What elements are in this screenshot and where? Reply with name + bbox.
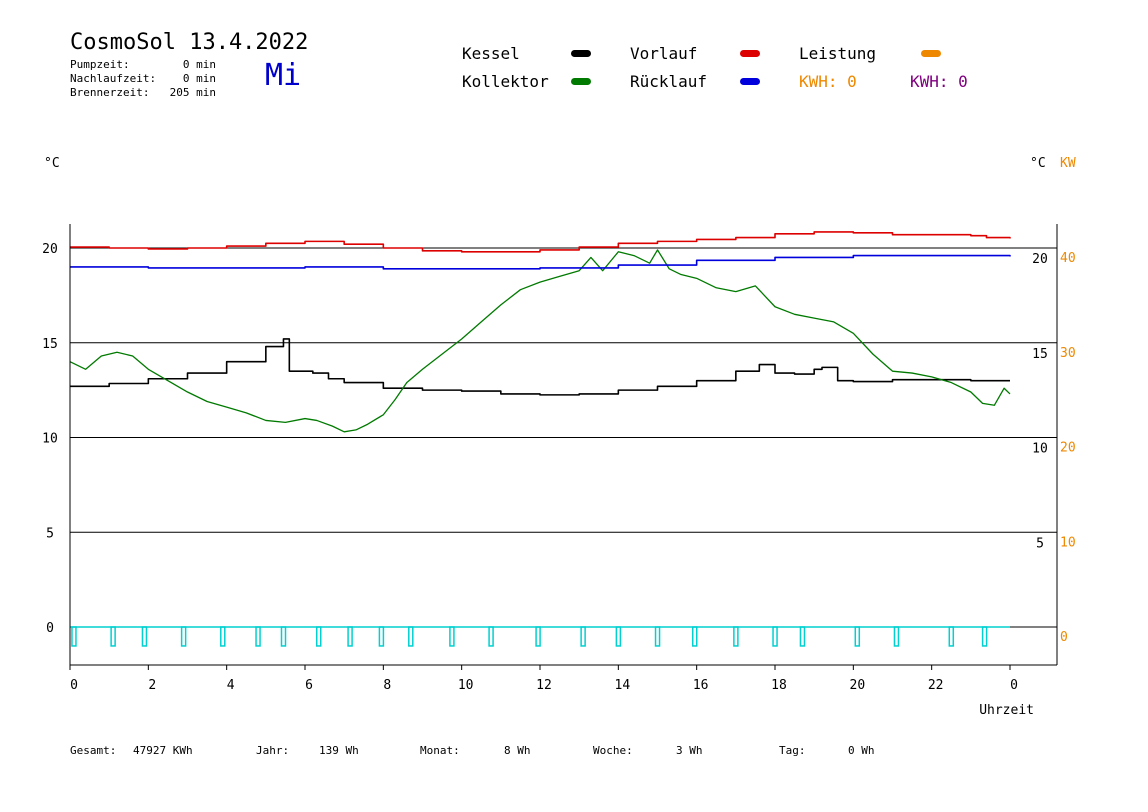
total-tag-value: 0 Wh — [848, 744, 875, 757]
series-line-kessel — [70, 338, 1010, 396]
pump-pulse — [220, 626, 226, 647]
x-axis-title: Uhrzeit — [979, 703, 1034, 718]
pump-pulse — [488, 626, 494, 647]
pump-pulse — [615, 626, 622, 647]
chart-grid — [70, 247, 1057, 628]
pump-pulse — [654, 626, 661, 647]
stat-pumpzeit-label: Pumpzeit: — [70, 58, 130, 71]
x-tick-label: 4 — [227, 678, 235, 693]
y-left-tick-label: 0 — [46, 621, 54, 636]
series-line-vorlauf — [70, 231, 1011, 253]
pump-pulse — [799, 626, 806, 647]
stat-nachlaufzeit-value: 0 min — [182, 72, 216, 85]
total-tag-label: Tag: — [779, 744, 806, 757]
y-right2-tick-label: 20 — [1060, 441, 1076, 456]
x-tick-label: 20 — [850, 678, 866, 693]
chart-labels: 0 2 4 6 8 10 12 14 16 18 20 22 0 Uhrzeit 20 15 10 5 0 °C 20 1… — [42, 156, 1076, 718]
y-right2-tick-label: 10 — [1060, 535, 1076, 550]
pump-pulse — [893, 626, 900, 647]
stat-pumpzeit-value: 0 min — [182, 58, 216, 71]
stat-brennerzeit-label: Brennerzeit: — [70, 86, 150, 99]
y-right-tick-label: 10 — [1032, 442, 1048, 457]
y-right2-tick-label: 30 — [1060, 346, 1076, 361]
pump-pulse — [580, 626, 586, 647]
stat-brennerzeit-value: 205 min — [169, 86, 216, 99]
y-right2-tick-label: 0 — [1060, 630, 1068, 645]
y-left-tick-label: 20 — [42, 242, 58, 257]
pump-pulse — [981, 626, 988, 647]
y-right-tick-label: 5 — [1036, 536, 1044, 551]
total-gesamt-label: Gesamt: — [70, 744, 117, 757]
legend-kwh-orange: KWH: 0 — [799, 72, 857, 91]
pump-pulse — [316, 626, 322, 647]
total-gesamt-value: 47927 KWh — [133, 744, 193, 757]
pump-pulse — [692, 626, 698, 647]
x-tick-label: 0 — [70, 678, 78, 693]
pump-pulse — [449, 626, 455, 647]
y-left-tick-label: 10 — [42, 432, 58, 447]
pump-pulse — [180, 626, 187, 647]
y-right-tick-label: 20 — [1032, 252, 1048, 267]
pump-pulse — [141, 626, 148, 647]
legend-kwh-purple: KWH: 0 — [910, 72, 968, 91]
stat-nachlaufzeit-label: Nachlaufzeit: — [70, 72, 157, 85]
total-woche-value: 3 Wh — [676, 744, 703, 757]
legend-kessel-swatch — [571, 50, 591, 57]
chart-axes — [69, 224, 1058, 670]
legend-kollektor-label: Kollektor — [462, 72, 549, 91]
pump-pulse — [110, 626, 116, 647]
y-right-tick-label: 15 — [1032, 347, 1048, 362]
total-woche-label: Woche: — [593, 744, 633, 757]
pump-pulse — [347, 626, 353, 647]
y-left-tick-label: 5 — [46, 526, 54, 541]
pump-pulses — [70, 626, 1010, 647]
pump-pulse — [948, 626, 955, 647]
x-tick-label: 16 — [693, 678, 709, 693]
pump-pulse — [280, 626, 287, 647]
pump-pulse — [408, 626, 414, 647]
x-tick-label: 22 — [928, 678, 944, 693]
pump-pulse — [255, 626, 261, 647]
legend-leistung-swatch — [921, 50, 941, 57]
series-line-kollektor — [69, 249, 1011, 433]
x-tick-label: 0 — [1010, 678, 1018, 693]
pump-pulse — [733, 626, 739, 647]
x-tick-label: 2 — [148, 678, 156, 693]
pump-pulse — [378, 626, 385, 647]
chart-title: CosmoSol 13.4.2022 — [70, 30, 309, 55]
y-left-tick-label: 15 — [42, 337, 58, 352]
y-left-axis-title: °C — [44, 156, 60, 171]
pump-pulse — [854, 626, 861, 647]
weekday-label: Mi — [265, 58, 302, 93]
legend-kessel-label: Kessel — [462, 44, 520, 63]
total-monat-label: Monat: — [420, 744, 460, 757]
total-monat-value: 8 Wh — [504, 744, 531, 757]
legend-leistung-label: Leistung — [799, 44, 877, 63]
legend-vorlauf-swatch — [740, 50, 760, 57]
y-right2-tick-label: 40 — [1060, 251, 1076, 266]
pump-pulse — [772, 626, 778, 647]
legend-vorlauf-label: Vorlauf — [630, 44, 698, 63]
x-tick-label: 14 — [615, 678, 631, 693]
x-tick-label: 12 — [536, 678, 552, 693]
legend-ruecklauf-label: Rücklauf — [630, 72, 708, 91]
x-tick-label: 10 — [458, 678, 474, 693]
pump-pulse — [535, 626, 541, 647]
y-right-axis-title: °C — [1030, 156, 1046, 171]
series-line-rücklauf — [70, 254, 1011, 270]
legend-ruecklauf-swatch — [740, 78, 760, 85]
chart-series — [69, 231, 1011, 433]
x-tick-label: 6 — [305, 678, 313, 693]
total-jahr-label: Jahr: — [256, 744, 290, 757]
legend-kollektor-swatch — [571, 78, 591, 85]
x-tick-label: 18 — [771, 678, 787, 693]
x-tick-label: 8 — [383, 678, 391, 693]
pump-pulse — [71, 626, 77, 647]
y-right2-axis-title: KW — [1060, 156, 1076, 171]
total-jahr-value: 139 Wh — [319, 744, 359, 757]
